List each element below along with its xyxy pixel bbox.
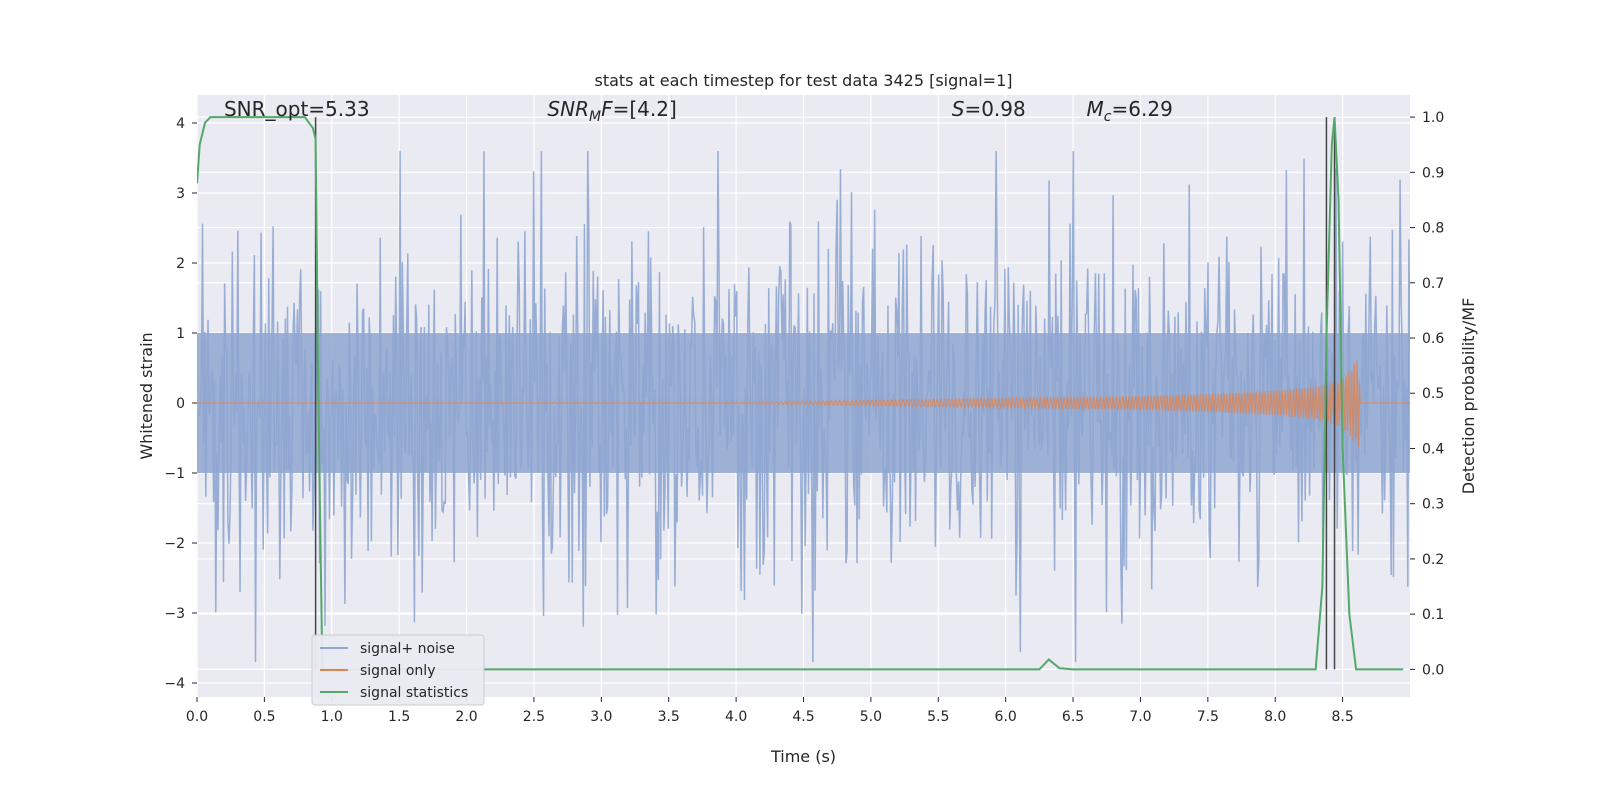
stats-line [197, 116, 1404, 671]
y-right-axis-label: Detection probability/MF [1459, 298, 1478, 495]
y-left-axis-label: Whitened strain [137, 332, 156, 459]
annotation-text: Mc=6.29 [1087, 97, 1173, 125]
x-axis-label: Time (s) [770, 747, 836, 766]
y-left-tick-label: 4 [176, 116, 185, 132]
y-right-tick-label: 0.6 [1422, 331, 1444, 347]
x-tick-label: 1.5 [388, 709, 410, 725]
plot-area [197, 116, 1410, 671]
y-left-tick-label: 1 [176, 326, 185, 342]
y-right-tick-label: 0.0 [1422, 662, 1444, 678]
legend: signal+ noise signal only signal statistic… [311, 634, 485, 706]
y-right-tick-label: 0.8 [1422, 221, 1444, 237]
chirp-line [197, 360, 1410, 448]
x-tick-label: 0.5 [253, 709, 275, 725]
y-left-tick-label: −1 [164, 466, 185, 482]
noise-line [197, 150, 1410, 663]
y-right-tick-label: 0.3 [1422, 497, 1444, 513]
y-left-tick-label: −2 [164, 536, 185, 552]
x-tick-label: 7.5 [1197, 709, 1219, 725]
x-tick-label: 4.0 [725, 709, 747, 725]
x-tick-label: 2.0 [455, 709, 477, 725]
x-tick-label: 5.5 [927, 709, 949, 725]
x-tick-label: 4.5 [792, 709, 814, 725]
y-left-tick-label: −4 [164, 676, 185, 692]
y-right-tick-label: 0.7 [1422, 276, 1444, 292]
series-signal-only [197, 360, 1410, 448]
y-right-tick-label: 0.5 [1422, 386, 1444, 402]
x-axis-ticks: 0.0 0.5 1.0 1.5 2.0 2.5 3.0 3.5 4.0 4.5 5.0 5.5 6.0 6… [186, 697, 1354, 725]
legend-label: signal statistics [360, 685, 468, 701]
x-tick-label: 8.5 [1331, 709, 1353, 725]
x-tick-label: 5.0 [860, 709, 882, 725]
legend-label: signal only [360, 663, 435, 679]
y-left-tick-label: 0 [176, 396, 185, 412]
y-right-tick-label: 0.1 [1422, 607, 1444, 623]
x-tick-label: 3.5 [658, 709, 680, 725]
x-tick-label: 0.0 [186, 709, 208, 725]
y-right-axis-ticks: 0.0 0.1 0.2 0.3 0.4 0.5 0.6 0.7 0.8 0.9 1.0 [1410, 110, 1444, 678]
legend-box [311, 634, 485, 706]
y-right-tick-label: 0.4 [1422, 441, 1444, 457]
legend-label: signal+ noise [360, 641, 455, 657]
annotations: SNR_opt=5.33 SNRMF=[4.2] S=0.98 Mc=6.29 [224, 97, 1173, 125]
chart-title: stats at each timestep for test data 342… [594, 71, 1012, 90]
y-left-axis-ticks: −4 −3 −2 −1 0 1 2 3 4 [164, 116, 197, 692]
series-signal-statistics [197, 116, 1404, 671]
y-left-tick-label: 3 [176, 186, 185, 202]
y-right-tick-label: 1.0 [1422, 110, 1444, 126]
x-tick-label: 3.0 [590, 709, 612, 725]
annotation-text: S=0.98 [952, 97, 1026, 121]
x-tick-label: 7.0 [1129, 709, 1151, 725]
y-right-tick-label: 0.2 [1422, 552, 1444, 568]
y-left-tick-label: 2 [176, 256, 185, 272]
y-left-tick-label: −3 [164, 606, 185, 622]
annotation-text: SNR_opt=5.33 [224, 97, 370, 121]
x-tick-label: 6.5 [1062, 709, 1084, 725]
x-tick-label: 2.5 [523, 709, 545, 725]
x-tick-label: 8.0 [1264, 709, 1286, 725]
y-right-tick-label: 0.9 [1422, 165, 1444, 181]
annotation-text: SNRMF=[4.2] [547, 97, 676, 125]
x-tick-label: 1.0 [321, 709, 343, 725]
x-tick-label: 6.0 [995, 709, 1017, 725]
